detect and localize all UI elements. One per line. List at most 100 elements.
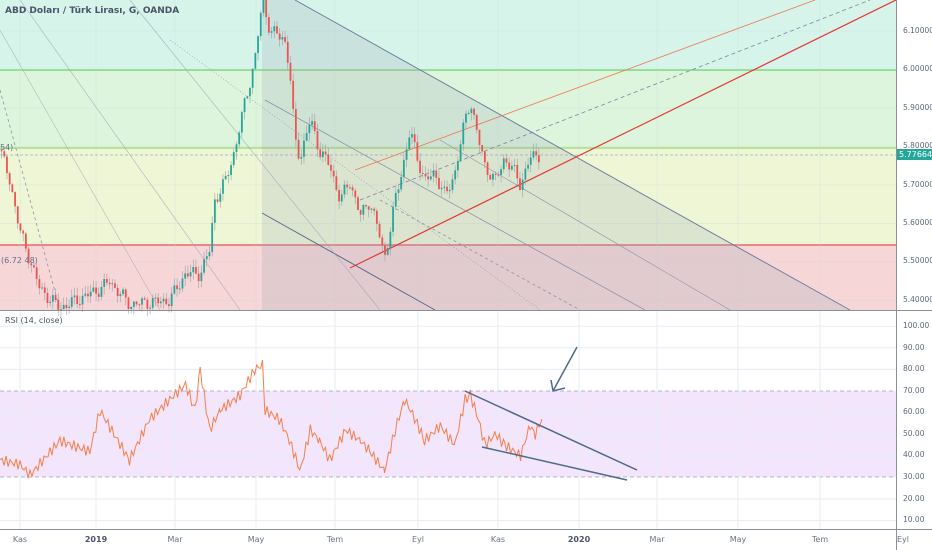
candle-body <box>246 96 249 99</box>
candle-body <box>400 176 403 190</box>
rsi-title[interactable]: RSI (14, close) <box>5 316 63 325</box>
candle-body <box>149 307 151 309</box>
candle-body <box>313 121 316 132</box>
price-label: 5.50000 <box>903 256 932 265</box>
current-price-tag: 5.77664 <box>897 149 932 160</box>
candle-body <box>389 231 392 249</box>
time-label: Mar <box>649 535 665 544</box>
candle-body <box>402 159 405 177</box>
candle-body <box>424 173 427 177</box>
time-label: Eyl <box>411 535 425 544</box>
rsi-line <box>0 359 543 479</box>
candle-body <box>335 176 338 190</box>
candle-body <box>413 134 416 143</box>
candle-body <box>373 208 376 211</box>
rsi-label: 70.00 <box>903 386 925 395</box>
time-label: 2019 <box>84 535 108 544</box>
candle-body <box>348 187 351 189</box>
candle-body <box>138 304 141 306</box>
candle-body <box>467 113 470 115</box>
candle-body <box>362 204 365 215</box>
candle-body <box>103 279 106 287</box>
candle-body <box>254 53 257 69</box>
time-label: Tem <box>811 535 829 544</box>
candle-body <box>343 184 346 195</box>
candle-body <box>62 304 65 310</box>
candle-body <box>508 162 511 170</box>
fib-zones <box>0 0 896 310</box>
candle-body <box>222 179 224 194</box>
rsi-grid <box>0 311 896 529</box>
candle-body <box>367 206 370 210</box>
candle-body <box>33 265 35 268</box>
arrow-icon <box>550 346 578 392</box>
candle-body <box>483 151 486 163</box>
candle-body <box>462 122 465 145</box>
candle-body <box>502 158 505 170</box>
candle-body <box>97 293 100 297</box>
candle-body <box>87 293 89 297</box>
candle-body <box>130 306 133 310</box>
rsi-label: 100.00 <box>903 321 930 330</box>
candle-body <box>178 288 181 290</box>
candle-body <box>173 285 176 294</box>
candle-body <box>122 289 124 295</box>
candle-body <box>481 144 484 152</box>
candle-body <box>181 278 184 289</box>
candle-body <box>475 114 478 130</box>
rsi-upper-trendline <box>464 390 638 471</box>
candle-body <box>319 149 322 158</box>
candle-body <box>11 184 14 193</box>
candle-body <box>321 151 324 158</box>
candle-body <box>375 210 378 224</box>
candle-body <box>100 286 103 297</box>
candle-body <box>473 108 475 115</box>
candle-body <box>251 68 254 88</box>
candle-body <box>14 192 16 207</box>
price-label: 5.60000 <box>903 218 932 227</box>
candle-body <box>281 36 284 40</box>
candle-body <box>81 295 84 305</box>
candle-body <box>311 121 313 125</box>
candle-body <box>330 164 332 171</box>
candle-body <box>532 151 535 158</box>
price-label: 6.00000 <box>903 64 932 73</box>
symbol-title[interactable]: ABD Doları / Türk Lirası, G, OANDA <box>5 6 180 16</box>
rsi-lower-trendline <box>481 446 628 481</box>
candle-body <box>338 189 340 202</box>
time-label: Kas <box>12 535 28 544</box>
candle-body <box>297 139 300 159</box>
candle-body <box>78 303 81 305</box>
candle-body <box>189 272 192 277</box>
candle-body <box>3 151 6 157</box>
candle-body <box>384 245 386 255</box>
candle-body <box>184 273 187 279</box>
candle-body <box>265 0 268 18</box>
candle-body <box>30 263 33 266</box>
candle-body <box>394 192 397 207</box>
rsi-label: 60.00 <box>903 407 925 416</box>
rsi-label: 20.00 <box>903 494 925 503</box>
grid-lines <box>0 0 896 310</box>
candle-body <box>16 206 19 224</box>
candle-body <box>232 152 235 166</box>
candle-body <box>203 259 205 273</box>
candle-body <box>292 80 295 109</box>
candle-body <box>519 178 521 191</box>
candle-body <box>459 144 462 162</box>
candle-body <box>392 206 394 232</box>
candle-body <box>270 31 273 33</box>
candle-body <box>324 151 327 155</box>
candle-body <box>249 87 251 97</box>
candle-body <box>359 210 362 215</box>
candle-body <box>443 186 446 188</box>
candle-body <box>370 208 373 210</box>
candle-body <box>141 298 143 305</box>
candle-body <box>397 189 400 193</box>
candle-body <box>405 149 408 160</box>
candle-body <box>157 297 160 304</box>
candle-body <box>114 283 116 288</box>
candle-body <box>38 279 41 289</box>
candle-body <box>119 294 122 297</box>
